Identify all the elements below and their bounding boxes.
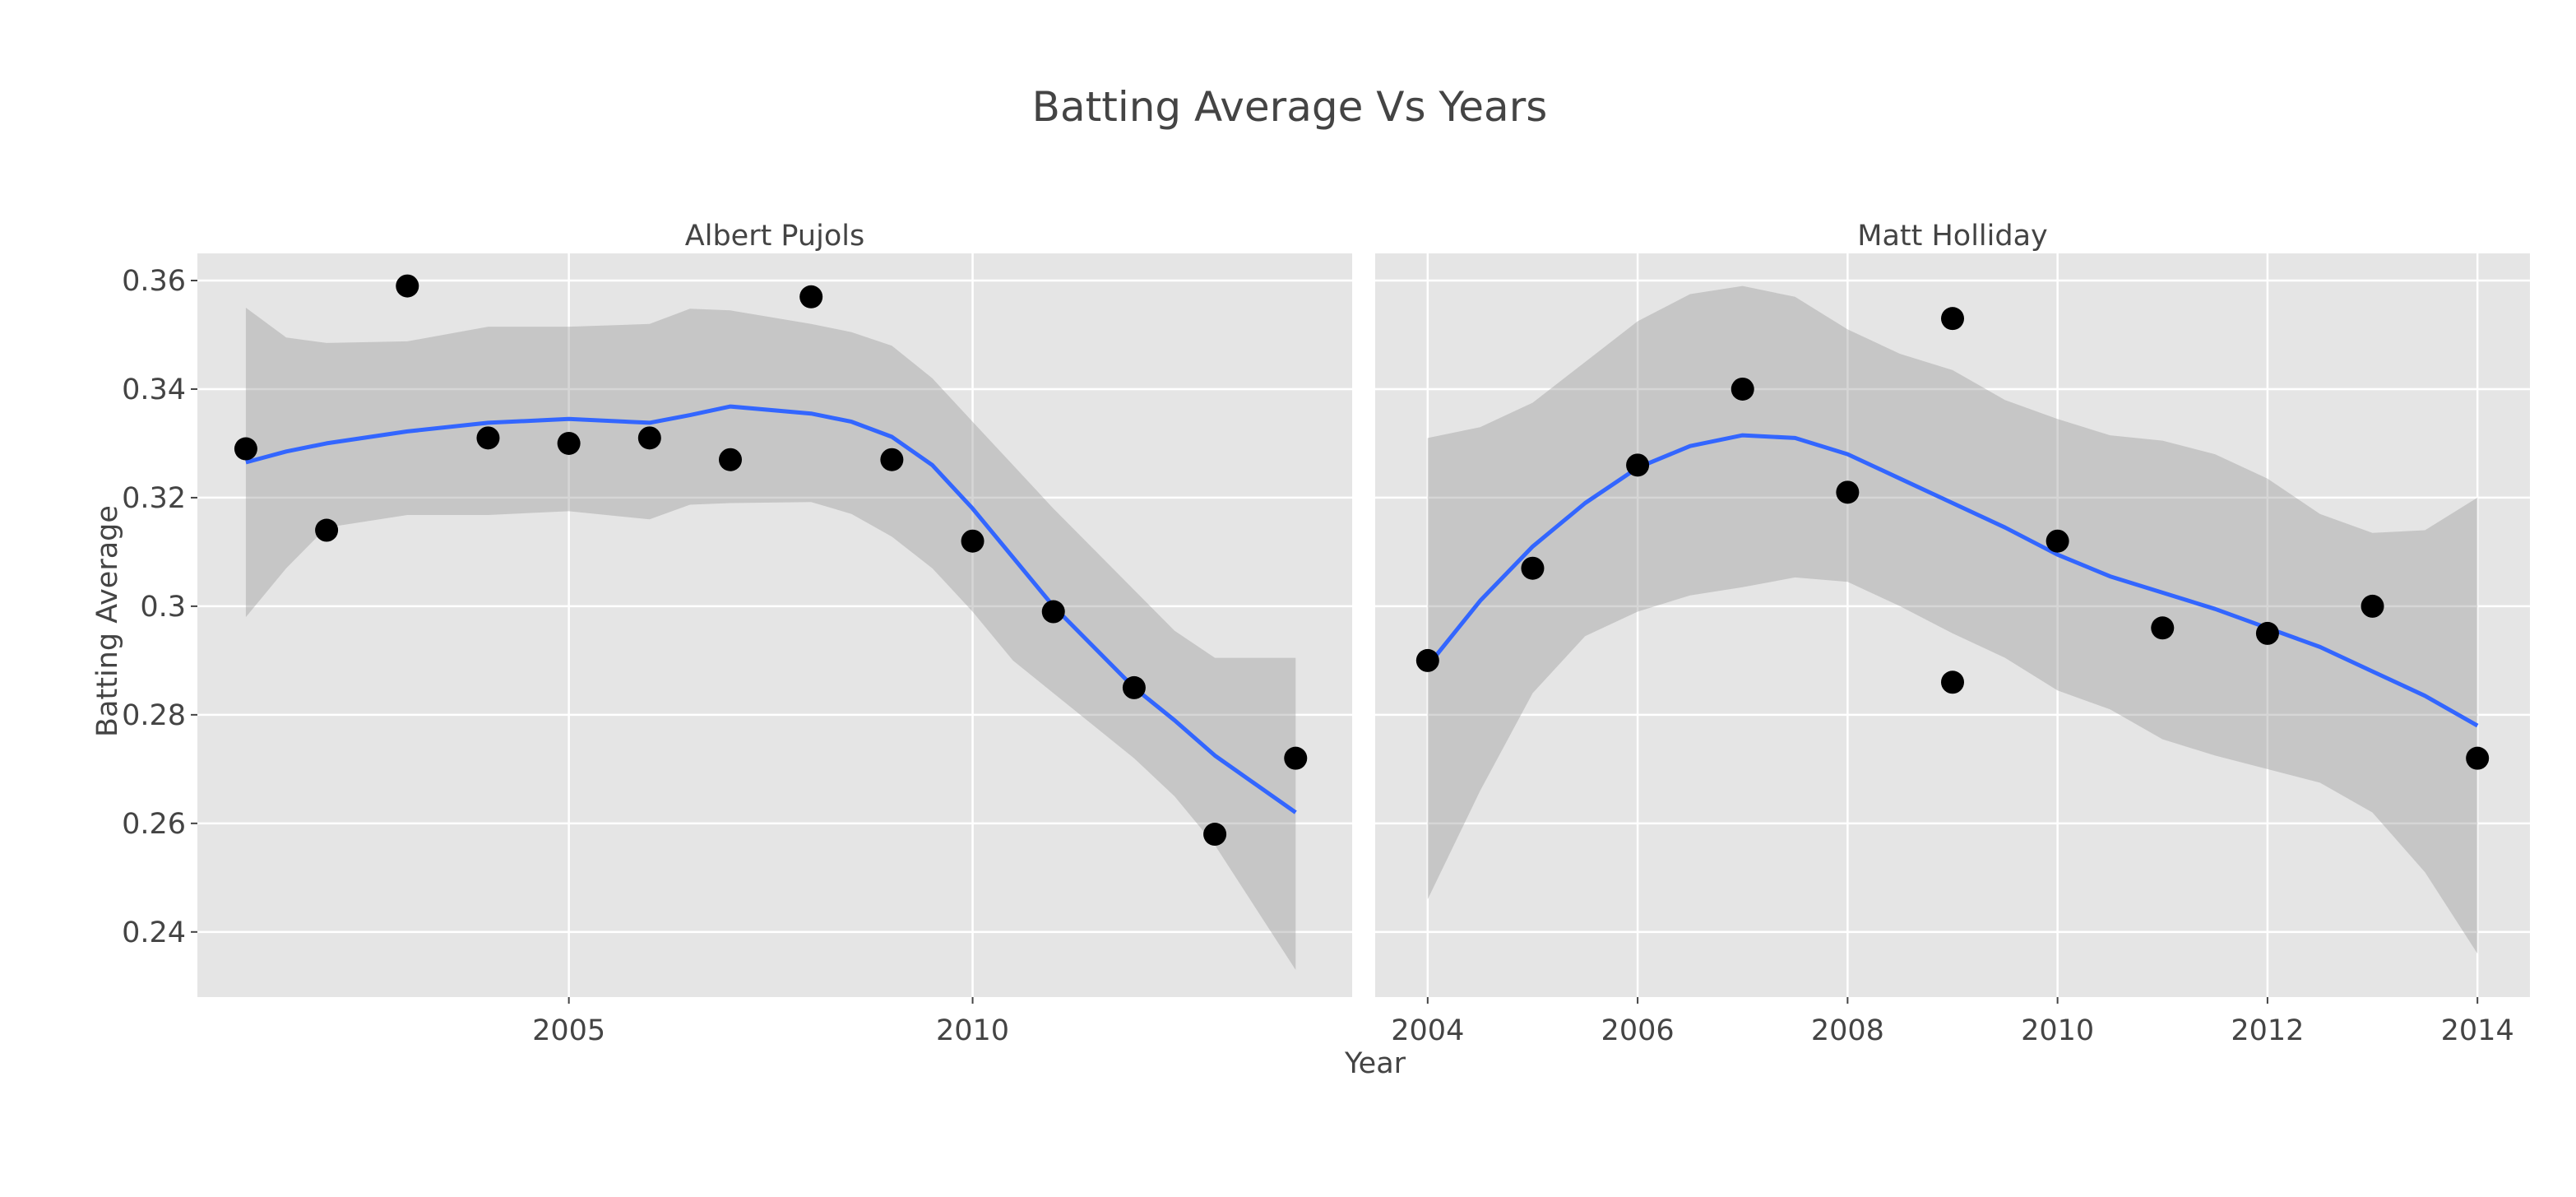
data-point: [2046, 529, 2069, 553]
data-point: [1730, 377, 1754, 401]
data-point: [2255, 621, 2279, 645]
panel-strip-label: Albert Pujols: [685, 220, 864, 253]
y-tick-label: 0.26: [122, 808, 186, 841]
x-tick-label: 2005: [532, 1014, 605, 1047]
data-point: [1203, 823, 1227, 847]
panel-matt-holliday: Matt Holliday 2004 2006 2008 2010 2012 2014: [1375, 220, 2530, 1047]
panel-strip-label: Matt Holliday: [1857, 220, 2048, 253]
panel-background: [1375, 253, 2530, 997]
y-tick-label: 0.28: [122, 699, 186, 732]
data-point: [1415, 648, 1439, 672]
confidence-band: [1427, 285, 2478, 954]
data-point: [476, 426, 500, 450]
x-tick-label: 2014: [2441, 1014, 2514, 1047]
data-point: [2466, 746, 2490, 770]
chart-title: Batting Average Vs Years: [1032, 83, 1548, 131]
data-point: [1941, 670, 1964, 694]
data-point: [1626, 453, 1650, 477]
data-point: [1941, 307, 1964, 331]
data-point: [315, 518, 339, 542]
data-point: [799, 285, 823, 309]
fit-line: [1425, 433, 2479, 728]
y-tick-label: 0.36: [122, 265, 186, 298]
data-point: [961, 529, 985, 553]
data-point: [234, 437, 257, 461]
y-axis-title: Batting Average: [91, 505, 124, 737]
data-point: [2151, 616, 2175, 640]
y-tick-label: 0.24: [122, 916, 186, 949]
data-point: [1284, 746, 1308, 770]
x-tick-label: 2010: [936, 1014, 1009, 1047]
x-tick-label: 2006: [1601, 1014, 1675, 1047]
y-tick-label: 0.32: [122, 482, 186, 515]
panel-background: [197, 253, 1352, 997]
data-point: [1521, 556, 1545, 580]
data-point: [396, 274, 419, 298]
data-point: [1041, 600, 1065, 624]
y-tick-label: 0.3: [140, 591, 186, 624]
data-point: [637, 426, 661, 450]
x-tick-label: 2008: [1811, 1014, 1884, 1047]
fit-line: [245, 404, 1297, 814]
y-tick-label: 0.34: [122, 373, 186, 406]
data-point: [2361, 594, 2384, 618]
data-point: [557, 431, 581, 455]
x-tick-label: 2004: [1391, 1014, 1464, 1047]
data-point: [880, 448, 904, 471]
data-point: [1122, 675, 1146, 699]
data-point: [719, 448, 742, 471]
x-tick-label: 2012: [2231, 1014, 2304, 1047]
confidence-band: [245, 308, 1296, 970]
panel-albert-pujols: Albert Pujols 2005 2010: [197, 220, 1352, 1047]
x-tick-label: 2010: [2021, 1014, 2094, 1047]
x-axis-title: Year: [1344, 1047, 1406, 1080]
data-point: [1836, 480, 1860, 504]
